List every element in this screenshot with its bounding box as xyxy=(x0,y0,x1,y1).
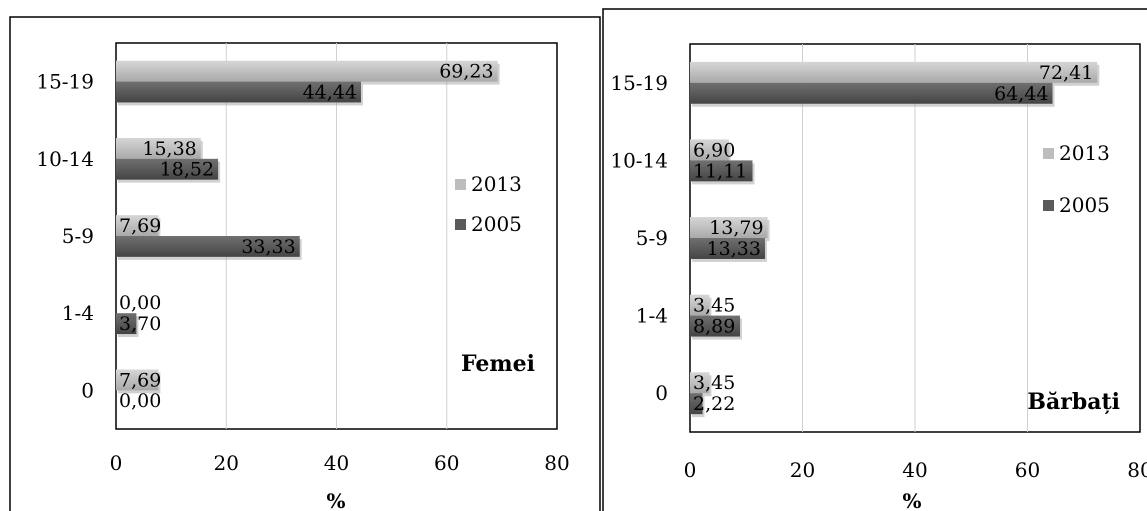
data-label: 13,79 xyxy=(709,217,763,239)
x-tick-label: 20 xyxy=(214,451,239,475)
x-tick-label: 80 xyxy=(1127,458,1147,482)
data-label: 8,89 xyxy=(693,316,735,338)
x-tick-label: 60 xyxy=(434,451,459,475)
legend-swatch xyxy=(455,179,466,190)
legend-swatch xyxy=(1043,148,1054,159)
bar-2005 xyxy=(116,81,361,103)
bar-2013 xyxy=(690,294,710,316)
data-label: 18,52 xyxy=(160,159,214,181)
legend-label: 2005 xyxy=(471,212,522,236)
legend-swatch xyxy=(455,219,466,230)
data-label: 0,00 xyxy=(119,390,161,412)
data-label: 33,33 xyxy=(241,236,295,258)
x-tick-label: 40 xyxy=(902,458,927,482)
category-label: 10-14 xyxy=(610,148,668,172)
category-label: 15-19 xyxy=(610,71,668,95)
bar-2005 xyxy=(690,238,765,259)
x-tick-label: 60 xyxy=(1015,458,1040,482)
x-tick-label: 0 xyxy=(110,451,123,475)
data-label: 64,44 xyxy=(994,83,1048,105)
data-label: 6,90 xyxy=(693,139,735,161)
data-label: 69,23 xyxy=(439,61,493,83)
category-label: 15-19 xyxy=(36,70,94,94)
chart-panel-barbati: 72,4164,446,9011,1113,7913,333,458,893,4… xyxy=(602,8,1147,511)
bar-2013 xyxy=(116,137,201,159)
bar-2013 xyxy=(116,215,159,236)
x-tick-label: 20 xyxy=(790,458,815,482)
data-label: 72,41 xyxy=(1039,62,1093,84)
data-label: 11,11 xyxy=(693,160,747,182)
panel-label: Femei xyxy=(461,351,535,377)
bar-2013 xyxy=(690,217,768,238)
category-label: 0 xyxy=(655,381,668,405)
bar-2013 xyxy=(690,372,710,394)
bar-2005 xyxy=(116,236,300,257)
data-label: 3,45 xyxy=(693,295,735,317)
data-label: 3,70 xyxy=(119,313,161,335)
data-label: 15,38 xyxy=(142,138,196,160)
x-tick-label: 80 xyxy=(544,451,569,475)
category-label: 5-9 xyxy=(636,226,668,250)
bar-2005 xyxy=(116,313,137,335)
x-tick-label: 0 xyxy=(684,458,697,482)
x-axis-label: % xyxy=(326,489,345,511)
legend-label: 2013 xyxy=(1059,141,1110,165)
bar-2005 xyxy=(690,393,703,415)
legend-label: 2013 xyxy=(471,172,522,196)
legend-label: 2005 xyxy=(1059,193,1110,217)
category-label: 5-9 xyxy=(62,224,94,248)
data-label: 7,69 xyxy=(119,369,161,391)
x-axis-label: % xyxy=(902,489,921,511)
bar-2013 xyxy=(116,60,498,82)
data-label: 3,45 xyxy=(693,372,735,394)
category-label: 1-4 xyxy=(62,301,94,325)
bar-2005 xyxy=(690,160,753,182)
bar-2013 xyxy=(690,61,1098,83)
bar-2005 xyxy=(116,158,219,180)
data-label: 0,00 xyxy=(119,292,161,314)
category-label: 1-4 xyxy=(636,304,668,328)
bar-2013 xyxy=(690,139,729,161)
data-label: 7,69 xyxy=(119,215,161,237)
x-tick-label: 40 xyxy=(324,451,349,475)
category-label: 10-14 xyxy=(36,147,94,171)
category-label: 0 xyxy=(81,378,94,402)
data-label: 2,22 xyxy=(693,393,735,415)
bar-2005 xyxy=(690,315,741,337)
chart-panel-femei: 69,2344,4415,3818,527,6933,330,003,707,6… xyxy=(9,16,601,511)
panel-label: Bărbați xyxy=(1027,389,1120,415)
bar-2013 xyxy=(116,369,159,391)
data-label: 13,33 xyxy=(707,238,761,260)
legend-swatch xyxy=(1043,200,1054,211)
bar-2005 xyxy=(690,82,1053,104)
data-label: 44,44 xyxy=(303,81,357,103)
